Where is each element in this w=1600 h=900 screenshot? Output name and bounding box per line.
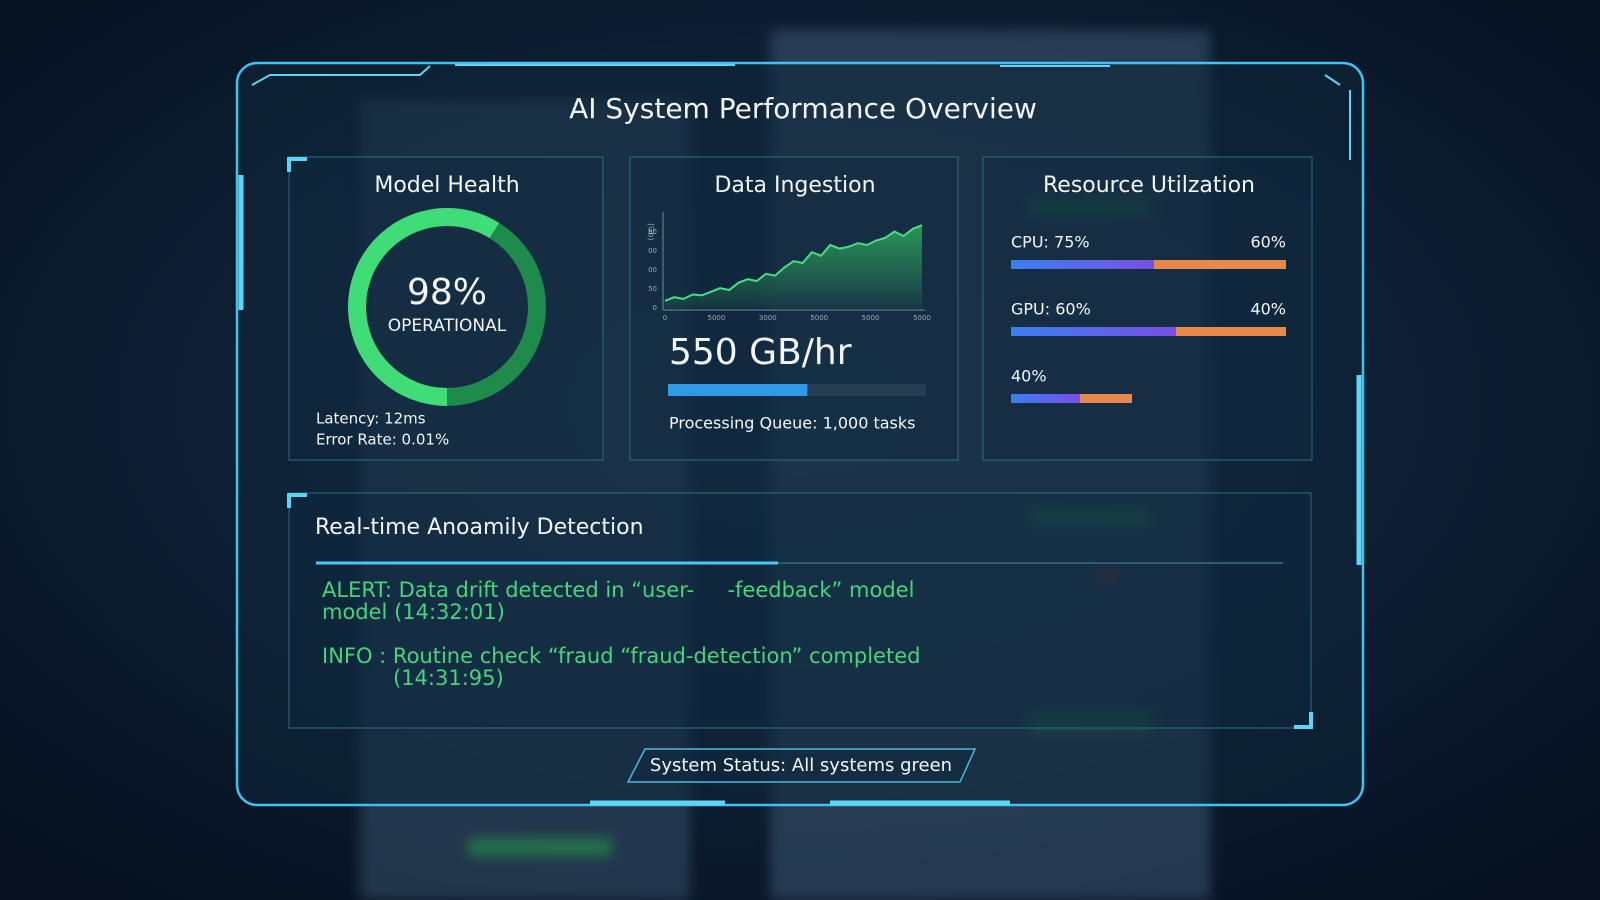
x-tick-label: 5000	[810, 314, 828, 322]
health-status: OPERATIONAL	[388, 316, 507, 336]
alert-line: ALERT: Data drift detected in “user- -fe…	[322, 578, 914, 602]
panel	[288, 492, 1312, 729]
donut-arc	[348, 208, 546, 406]
frame-glow	[238, 175, 1362, 806]
x-tick-label: 5000	[913, 314, 931, 322]
panel-title: Model Health	[374, 173, 519, 198]
panel	[288, 156, 604, 461]
panel	[629, 156, 959, 461]
error-rate: Error Rate: 0.01%	[316, 431, 449, 449]
title: AI System Performance Overview	[569, 92, 1037, 125]
line	[664, 224, 923, 302]
resource-bar	[1176, 327, 1286, 336]
queue: Processing Queue: 1,000 tasks	[669, 414, 915, 433]
panel-title: Resource Utilzation	[1043, 173, 1255, 198]
info-line: INFO : Routine check “fraud “fraud-detec…	[322, 644, 920, 668]
panel	[982, 156, 1313, 461]
health-value: 98%	[407, 272, 487, 313]
progress-fill	[668, 384, 808, 396]
x-tick-label: 5000	[707, 314, 725, 322]
info-line: (14:31:95)	[393, 666, 504, 690]
y-axis-label: (Gb)	[647, 223, 656, 241]
y-tick-label: 00	[648, 266, 657, 274]
alert-line: model (14:32:01)	[322, 600, 505, 624]
resource-label: 60%	[1250, 233, 1286, 252]
area	[665, 225, 922, 308]
frame-ornaments	[251, 64, 1351, 160]
resource-label: 40%	[1011, 367, 1047, 386]
x-tick-label: 3000	[759, 314, 777, 322]
latency: Latency: 12ms	[316, 410, 426, 428]
ingestion-rate: 550 GB/hr	[669, 332, 852, 373]
resource-label: GPU: 60%	[1011, 300, 1091, 319]
y-tick-label: 0	[653, 304, 657, 312]
resource-bar	[1011, 260, 1154, 269]
resource-bar	[1011, 327, 1176, 336]
status-pill	[626, 748, 977, 783]
panel-corners	[287, 157, 1313, 729]
resource-bar	[1154, 260, 1286, 269]
x-tick-label: 0	[663, 314, 667, 322]
resource-label: 40%	[1250, 300, 1286, 319]
resource-bar	[1079, 394, 1132, 403]
panel-title: Real-time Anoamily Detection	[315, 515, 644, 540]
resource-label: CPU: 75%	[1011, 233, 1090, 252]
status: System Status: All systems green	[650, 755, 952, 776]
resource-bar	[1011, 394, 1080, 403]
y-tick-label: 00	[648, 228, 657, 236]
panel-title: Data Ingestion	[714, 173, 875, 198]
x-tick-label: 5000	[862, 314, 880, 322]
y-tick-label: 00	[648, 247, 657, 255]
panels	[287, 156, 1313, 729]
y-tick-label: 50	[648, 285, 657, 293]
